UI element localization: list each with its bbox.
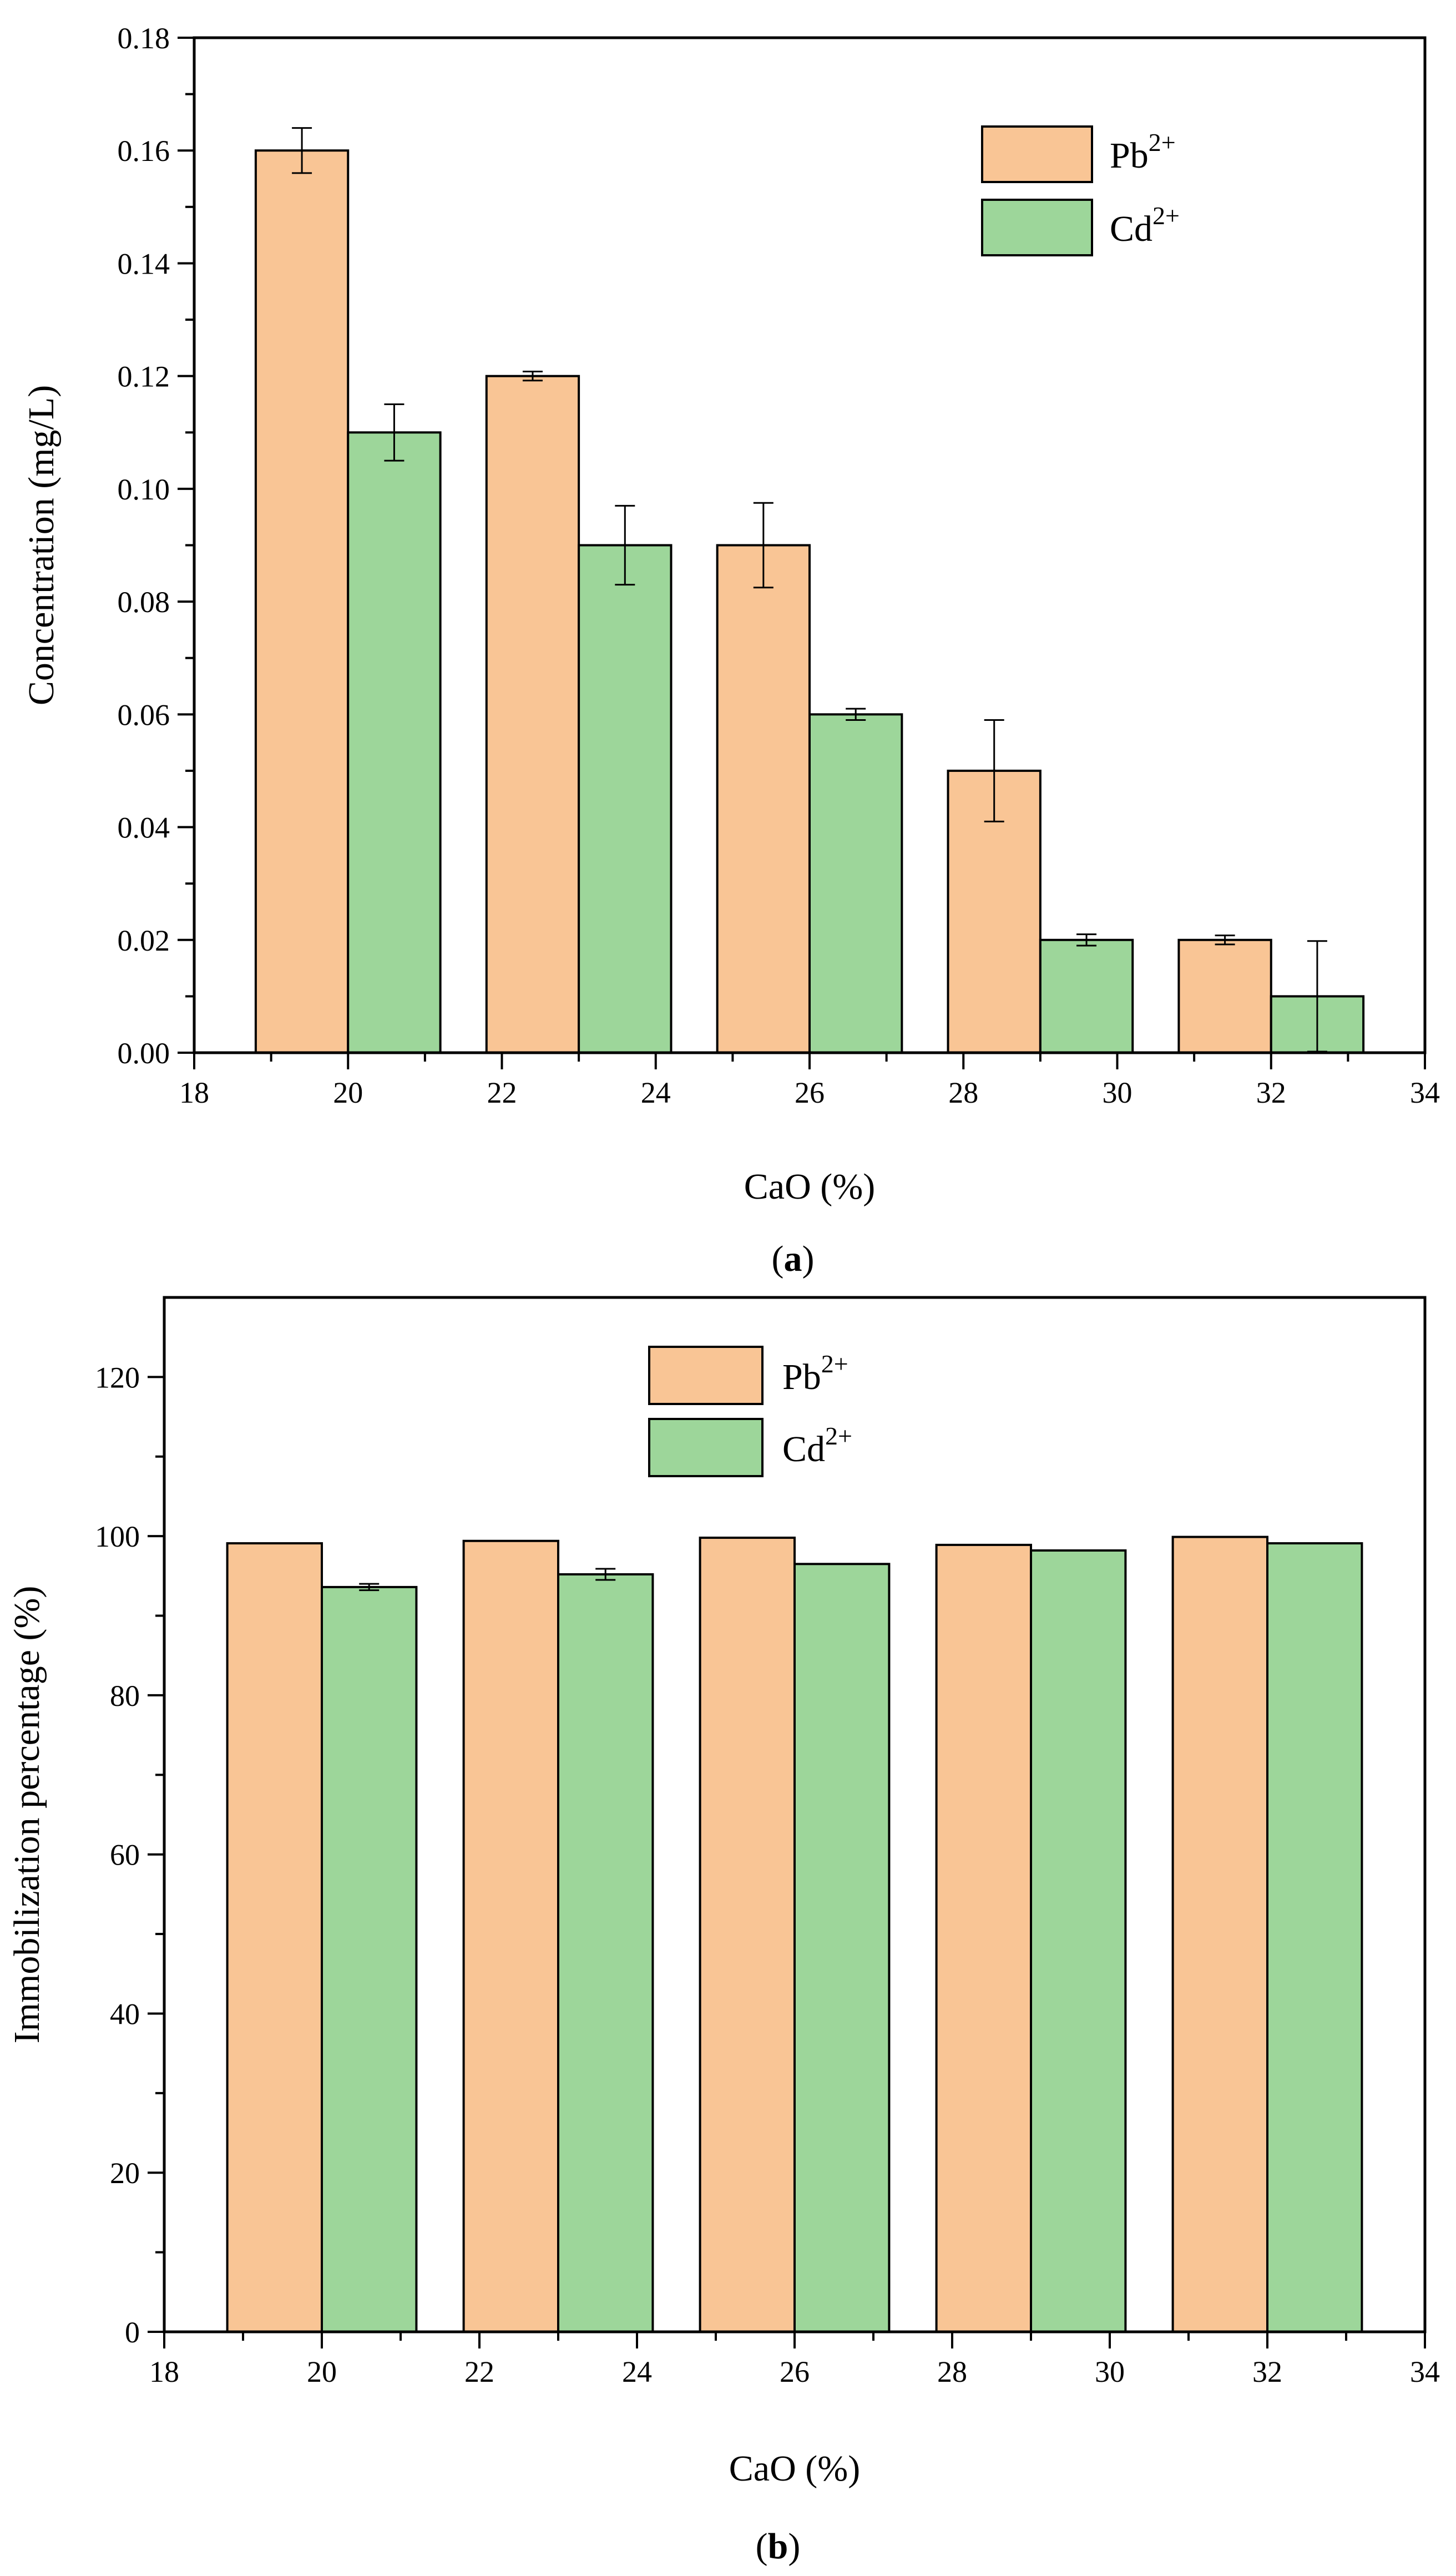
bar-pb-4 — [1177, 938, 1272, 1054]
x-tick-label: 30 — [1103, 1076, 1133, 1109]
x-tick-label: 30 — [1095, 2355, 1125, 2388]
y-tick-label: 0.12 — [118, 360, 170, 393]
legend-swatch-cd — [648, 1418, 764, 1477]
x-tick-label: 32 — [1256, 1076, 1286, 1109]
legend-swatch-cd — [981, 199, 1093, 256]
x-tick-label: 24 — [622, 2355, 652, 2388]
x-tick-label: 26 — [795, 1076, 825, 1109]
legend-label-pb: Pb2+ — [782, 1350, 848, 1397]
error-bar-cd-2 — [846, 708, 866, 721]
y-tick-label: 0 — [125, 2316, 140, 2349]
x-tick-label: 22 — [487, 1076, 517, 1109]
error-bar-cd-0 — [359, 1583, 380, 1592]
bar-pb-0 — [254, 149, 350, 1054]
legend: Pb2+Cd2+ — [648, 1346, 852, 1477]
y-tick-label: 80 — [110, 1679, 140, 1713]
error-bar-cd-1 — [615, 504, 635, 586]
x-tick-label: 28 — [937, 2355, 967, 2388]
legend-swatch-pb — [648, 1346, 764, 1405]
caption-paren-close: ) — [802, 1239, 815, 1279]
y-tick-label: 0.04 — [118, 811, 170, 845]
bar-cd-1 — [557, 1573, 654, 2333]
caption-letter: a — [784, 1239, 802, 1279]
y-axis-title: Concentration (mg/L) — [21, 385, 62, 705]
caption-paren-close: ) — [788, 2526, 800, 2567]
x-tick-label: 22 — [464, 2355, 494, 2388]
caption-letter: b — [768, 2526, 788, 2567]
bar-cd-3 — [1039, 938, 1134, 1054]
legend-label-base: Cd — [1110, 209, 1152, 249]
bar-cd-2 — [808, 713, 903, 1054]
bar-cd-3 — [1030, 1549, 1127, 2333]
caption-paren-open: ( — [756, 2526, 768, 2567]
error-bar-cd-0 — [384, 403, 405, 462]
x-tick-label: 32 — [1252, 2355, 1282, 2388]
y-tick-label: 0.06 — [118, 698, 170, 731]
legend: Pb2+Cd2+ — [981, 125, 1180, 256]
x-tick-label: 34 — [1410, 1076, 1440, 1109]
bar-cd-4 — [1266, 1542, 1363, 2333]
bar-cd-2 — [793, 1563, 891, 2333]
bar-pb-1 — [462, 1539, 559, 2333]
error-bar-cd-1 — [595, 1568, 616, 1581]
legend-label-sup: 2+ — [1149, 128, 1176, 156]
legend-label-sup: 2+ — [1152, 201, 1180, 230]
legend-label-cd: Cd2+ — [782, 1422, 852, 1469]
bar-pb-4 — [1171, 1536, 1269, 2333]
bar-pb-1 — [485, 375, 580, 1054]
legend-label-base: Pb — [1110, 135, 1149, 176]
y-tick-label: 0.16 — [118, 134, 170, 168]
legend-label-base: Cd — [782, 1429, 825, 1469]
error-bar-pb-3 — [984, 719, 1004, 822]
x-tick-label: 18 — [149, 2355, 179, 2388]
x-axis-title: CaO (%) — [729, 2448, 860, 2489]
legend-label-base: Pb — [782, 1357, 821, 1397]
y-tick-label: 0.14 — [118, 247, 170, 280]
chart-b-immobilization: 18 20 22 24 26 28 30 32 34 0 20 40 60 80 100 120 CaO (%)… — [7, 1296, 1440, 2567]
bar-cd-0 — [321, 1585, 418, 2333]
x-axis-title: CaO (%) — [744, 1166, 875, 1207]
x-tick-label: 20 — [333, 1076, 363, 1109]
error-bar-pb-4 — [1215, 935, 1235, 946]
y-tick-label: 0.02 — [118, 924, 170, 957]
x-tick-label: 28 — [948, 1076, 978, 1109]
bar-pb-2 — [699, 1537, 796, 2333]
y-tick-label: 0.08 — [118, 585, 170, 619]
figure-caption: (a) — [772, 1239, 815, 1279]
y-tick-label: 100 — [95, 1520, 140, 1553]
bar-pb-3 — [935, 1543, 1032, 2333]
legend-label-pb: Pb2+ — [1110, 128, 1176, 176]
error-bar-pb-0 — [292, 127, 312, 174]
x-tick-label: 18 — [179, 1076, 209, 1109]
y-tick-label: 40 — [110, 1997, 140, 2031]
y-tick-label: 20 — [110, 2156, 140, 2190]
x-tick-label: 24 — [641, 1076, 671, 1109]
chart-a-concentration: 18 20 22 24 26 28 30 32 34 0.00 0.02 0.04 0.06 0.08 0.… — [21, 22, 1440, 1279]
error-bar-cd-3 — [1076, 933, 1097, 947]
bar-cd-1 — [578, 544, 673, 1054]
y-tick-label: 60 — [110, 1838, 140, 1872]
bar-cd-0 — [347, 431, 442, 1054]
figure-caption: (b) — [756, 2526, 801, 2567]
legend-label-sup: 2+ — [825, 1422, 852, 1450]
x-tick-label: 34 — [1410, 2355, 1440, 2388]
y-axis-title: Immobilization percentage (%) — [7, 1586, 47, 2044]
y-tick-label: 0.00 — [118, 1037, 170, 1070]
x-tick-label: 26 — [780, 2355, 810, 2388]
y-tick-label: 0.18 — [118, 22, 170, 55]
x-tick-label: 20 — [307, 2355, 337, 2388]
legend-label-sup: 2+ — [821, 1350, 848, 1378]
legend-swatch-pb — [981, 125, 1093, 183]
bar-pb-2 — [716, 544, 811, 1054]
error-bar-pb-2 — [753, 502, 774, 589]
error-bar-pb-1 — [522, 371, 543, 382]
caption-paren-open: ( — [772, 1239, 784, 1279]
y-tick-label: 120 — [95, 1361, 140, 1394]
y-tick-label: 0.10 — [118, 473, 170, 506]
bar-pb-0 — [226, 1542, 323, 2333]
legend-label-cd: Cd2+ — [1110, 201, 1180, 249]
